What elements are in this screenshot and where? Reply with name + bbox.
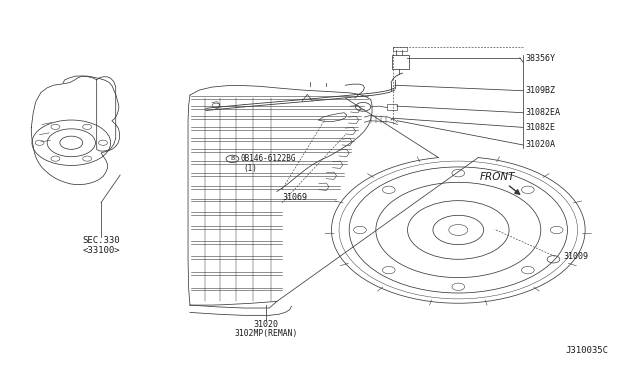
Text: 31069: 31069 [282, 193, 307, 202]
Text: 0B146-6122BG: 0B146-6122BG [241, 154, 296, 163]
FancyBboxPatch shape [392, 55, 410, 69]
FancyBboxPatch shape [393, 47, 407, 51]
Text: <33100>: <33100> [83, 246, 120, 254]
Text: (1): (1) [244, 164, 258, 173]
Text: 31009: 31009 [563, 252, 588, 261]
Text: SEC.330: SEC.330 [83, 236, 120, 245]
Text: 38356Y: 38356Y [525, 54, 555, 63]
Text: 3102MP(REMAN): 3102MP(REMAN) [234, 329, 298, 338]
Text: FRONT: FRONT [480, 172, 515, 182]
Text: 31082EA: 31082EA [525, 108, 560, 117]
Text: 31082E: 31082E [525, 123, 555, 132]
Text: 3109BZ: 3109BZ [525, 86, 555, 95]
Text: B: B [230, 156, 235, 161]
Text: J310035C: J310035C [566, 346, 609, 355]
FancyBboxPatch shape [387, 104, 397, 110]
Text: 31020: 31020 [253, 320, 278, 329]
Text: 31020A: 31020A [525, 141, 555, 150]
